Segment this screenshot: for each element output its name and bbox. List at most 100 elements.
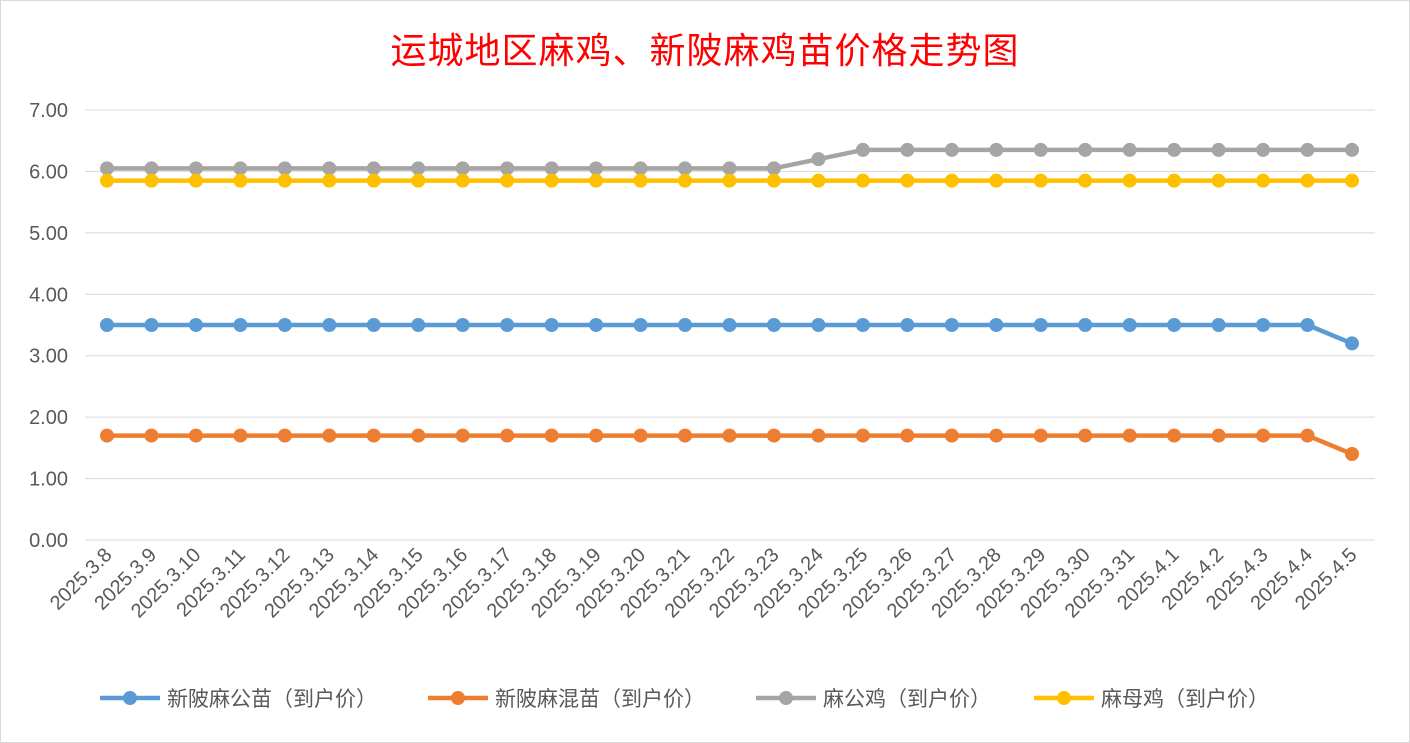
data-point bbox=[944, 428, 959, 443]
data-point bbox=[1122, 428, 1137, 443]
legend-label: 麻公鸡（到户价） bbox=[823, 687, 991, 711]
data-point bbox=[544, 428, 559, 443]
legend-label: 麻母鸡（到户价） bbox=[1101, 687, 1269, 711]
data-point bbox=[811, 318, 826, 332]
data-point bbox=[678, 161, 693, 176]
data-point bbox=[589, 173, 604, 188]
legend-marker bbox=[779, 691, 793, 705]
data-point bbox=[900, 318, 915, 332]
data-point bbox=[855, 142, 870, 157]
data-point bbox=[455, 318, 470, 332]
data-point bbox=[411, 161, 426, 176]
data-point bbox=[1211, 428, 1226, 443]
data-point bbox=[1300, 173, 1315, 188]
data-point bbox=[411, 173, 426, 188]
data-point bbox=[855, 173, 870, 188]
data-point bbox=[233, 173, 248, 188]
data-point bbox=[188, 173, 203, 188]
data-point bbox=[633, 161, 648, 176]
data-point bbox=[277, 428, 292, 443]
y-tick-label: 2.00 bbox=[29, 407, 68, 429]
legend-marker bbox=[1057, 691, 1071, 705]
data-point bbox=[188, 428, 203, 443]
data-point bbox=[322, 318, 337, 332]
data-point bbox=[989, 173, 1004, 188]
data-point bbox=[411, 428, 426, 443]
y-tick-label: 4.00 bbox=[29, 284, 68, 306]
data-point bbox=[766, 173, 781, 188]
legend-marker bbox=[451, 691, 465, 705]
legend-label: 新陂麻公苗（到户价） bbox=[167, 687, 377, 711]
data-point bbox=[411, 318, 426, 332]
data-point bbox=[722, 318, 737, 332]
data-point bbox=[989, 318, 1004, 332]
data-point bbox=[188, 161, 203, 176]
data-point bbox=[277, 318, 292, 332]
y-tick-label: 0.00 bbox=[29, 530, 68, 552]
data-point bbox=[1167, 173, 1182, 188]
chart-title: 运城地区麻鸡、新陂麻鸡苗价格走势图 bbox=[390, 31, 1020, 72]
legend-label: 新陂麻混苗（到户价） bbox=[495, 687, 705, 711]
data-point bbox=[1122, 142, 1137, 157]
data-point bbox=[1033, 428, 1048, 443]
data-point bbox=[1345, 336, 1359, 351]
data-point bbox=[1167, 318, 1182, 332]
data-point bbox=[1211, 318, 1226, 332]
y-tick-label: 7.00 bbox=[29, 100, 68, 122]
data-point bbox=[277, 173, 292, 188]
data-point bbox=[544, 318, 559, 332]
data-point bbox=[855, 318, 870, 332]
data-point bbox=[633, 173, 648, 188]
data-point bbox=[455, 428, 470, 443]
data-point bbox=[766, 318, 781, 332]
data-point bbox=[1256, 428, 1271, 443]
data-point bbox=[811, 428, 826, 443]
data-point bbox=[366, 318, 381, 332]
data-point bbox=[1300, 318, 1315, 332]
legend-marker bbox=[123, 691, 137, 705]
data-point bbox=[589, 161, 604, 176]
data-point bbox=[944, 318, 959, 332]
data-point bbox=[100, 318, 114, 332]
data-point bbox=[589, 428, 604, 443]
data-point bbox=[144, 161, 159, 176]
data-point bbox=[144, 173, 159, 188]
data-point bbox=[322, 173, 337, 188]
data-point bbox=[100, 161, 114, 176]
y-tick-label: 6.00 bbox=[29, 161, 68, 183]
data-point bbox=[633, 428, 648, 443]
data-point bbox=[500, 428, 515, 443]
data-point bbox=[678, 428, 693, 443]
data-point bbox=[589, 318, 604, 332]
data-point bbox=[900, 428, 915, 443]
data-point bbox=[100, 428, 114, 443]
y-tick-label: 1.00 bbox=[29, 469, 68, 491]
data-point bbox=[144, 318, 159, 332]
data-point bbox=[989, 142, 1004, 157]
data-point bbox=[500, 161, 515, 176]
y-tick-label: 5.00 bbox=[29, 223, 68, 245]
data-point bbox=[678, 173, 693, 188]
data-point bbox=[633, 318, 648, 332]
data-point bbox=[766, 161, 781, 176]
data-point bbox=[500, 318, 515, 332]
data-point bbox=[455, 173, 470, 188]
data-point bbox=[544, 173, 559, 188]
data-point bbox=[1122, 318, 1137, 332]
data-point bbox=[1078, 173, 1093, 188]
data-point bbox=[944, 173, 959, 188]
data-point bbox=[855, 428, 870, 443]
data-point bbox=[1211, 173, 1226, 188]
y-tick-label: 3.00 bbox=[29, 346, 68, 368]
data-point bbox=[1300, 142, 1315, 157]
data-point bbox=[722, 173, 737, 188]
data-point bbox=[1078, 428, 1093, 443]
data-point bbox=[322, 161, 337, 176]
data-point bbox=[1033, 318, 1048, 332]
data-point bbox=[1256, 173, 1271, 188]
data-point bbox=[811, 173, 826, 188]
data-point bbox=[944, 142, 959, 157]
data-point bbox=[766, 428, 781, 443]
data-point bbox=[188, 318, 203, 332]
data-point bbox=[100, 173, 114, 188]
